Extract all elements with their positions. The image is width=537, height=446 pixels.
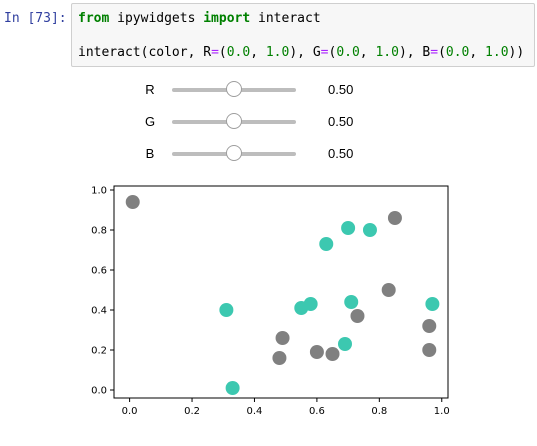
- scatter-point: [326, 347, 340, 361]
- code-text: interact(color, R: [78, 45, 211, 60]
- slider-value-g: 0.50: [328, 114, 353, 129]
- code-text: )): [509, 45, 525, 60]
- scatter-point: [388, 211, 402, 225]
- slider-handle-g[interactable]: [226, 113, 242, 129]
- code-operator: =: [211, 45, 219, 60]
- code-number: 1.0: [485, 45, 508, 60]
- code-text: ,: [469, 45, 485, 60]
- slider-label-r: R: [140, 82, 160, 97]
- y-tick-label: 0.8: [91, 226, 107, 237]
- scatter-point: [341, 221, 355, 235]
- scatter-point: [126, 195, 140, 209]
- scatter-point: [310, 345, 324, 359]
- slider-r: R 0.50: [140, 80, 380, 100]
- scatter-point: [319, 237, 333, 251]
- scatter-point: [276, 331, 290, 345]
- code-number: 1.0: [266, 45, 289, 60]
- slider-label-g: G: [140, 114, 160, 129]
- scatter-point: [422, 319, 436, 333]
- scatter-point: [219, 303, 233, 317]
- slider-value-b: 0.50: [328, 146, 353, 161]
- keyword-import: import: [203, 11, 250, 26]
- slider-label-b: B: [140, 146, 160, 161]
- scatter-point: [422, 343, 436, 357]
- slider-handle-b[interactable]: [226, 145, 242, 161]
- module-name: ipywidgets: [109, 11, 203, 26]
- scatter-point: [272, 351, 286, 365]
- scatter-point: [344, 295, 358, 309]
- code-text: ), B: [399, 45, 430, 60]
- code-text: ), G: [289, 45, 320, 60]
- slider-value-r: 0.50: [328, 82, 353, 97]
- x-tick-label: 0.4: [247, 406, 263, 417]
- y-tick-label: 1.0: [91, 186, 107, 197]
- code-text: (: [438, 45, 446, 60]
- code-text: ,: [250, 45, 266, 60]
- y-tick-label: 0.0: [91, 386, 107, 397]
- code-line-interact: interact(color, R=(0.0, 1.0), G=(0.0, 1.…: [78, 45, 524, 60]
- code-number: 1.0: [375, 45, 398, 60]
- imported-name: interact: [250, 11, 320, 26]
- y-axis-ticks: 0.0 0.2 0.4 0.6 0.8 1.0: [91, 186, 114, 397]
- scatter-point: [425, 297, 439, 311]
- code-line-import: from ipywidgets import interact: [78, 11, 321, 26]
- y-tick-label: 0.2: [91, 346, 107, 357]
- code-number: 0.0: [227, 45, 250, 60]
- code-cell[interactable]: from ipywidgets import interact interact…: [71, 3, 535, 67]
- x-tick-label: 0.6: [309, 406, 325, 417]
- scatter-point: [350, 309, 364, 323]
- x-tick-label: 0.8: [371, 406, 387, 417]
- x-axis-ticks: 0.0 0.2 0.4 0.6 0.8 1.0: [122, 398, 450, 417]
- keyword-from: from: [78, 11, 109, 26]
- code-text: ,: [360, 45, 376, 60]
- x-tick-label: 0.0: [122, 406, 138, 417]
- scatter-point: [363, 223, 377, 237]
- x-tick-label: 1.0: [434, 406, 450, 417]
- y-tick-label: 0.4: [91, 306, 107, 317]
- scatter-plot: 0.0 0.2 0.4 0.6 0.8 1.0 0.0 0.2 0.4 0.6 0.8 1.0: [70, 175, 460, 430]
- code-number: 0.0: [446, 45, 469, 60]
- code-number: 0.0: [336, 45, 359, 60]
- slider-g: G 0.50: [140, 112, 380, 132]
- scatter-point: [226, 381, 240, 395]
- scatter-point: [338, 337, 352, 351]
- y-tick-label: 0.6: [91, 266, 107, 277]
- slider-b: B 0.50: [140, 144, 380, 164]
- code-operator: =: [430, 45, 438, 60]
- code-text: (: [219, 45, 227, 60]
- input-prompt: In [73]:: [4, 11, 67, 26]
- scatter-point: [304, 297, 318, 311]
- slider-handle-r[interactable]: [226, 81, 242, 97]
- scatter-point: [382, 283, 396, 297]
- x-tick-label: 0.2: [184, 406, 200, 417]
